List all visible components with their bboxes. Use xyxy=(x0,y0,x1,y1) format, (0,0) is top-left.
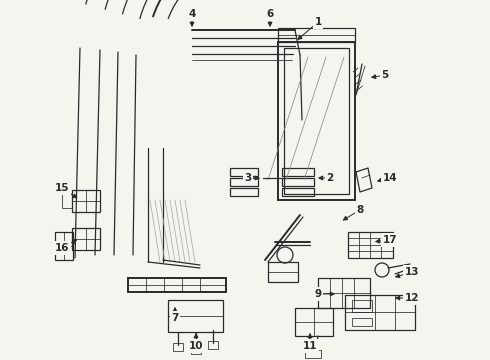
Bar xyxy=(282,188,314,196)
Bar xyxy=(352,318,372,326)
Bar xyxy=(230,168,258,176)
Bar xyxy=(230,188,258,196)
Bar xyxy=(352,300,372,312)
Bar xyxy=(305,350,321,358)
Text: 16: 16 xyxy=(55,243,69,253)
Text: 10: 10 xyxy=(189,341,203,351)
Bar xyxy=(208,341,218,349)
Bar xyxy=(268,262,298,282)
Bar xyxy=(72,228,100,250)
Bar xyxy=(72,190,100,212)
Text: 4: 4 xyxy=(188,9,196,19)
Text: 11: 11 xyxy=(303,341,317,351)
Bar xyxy=(282,178,314,186)
Bar xyxy=(173,343,183,351)
Bar xyxy=(62,194,72,208)
Bar xyxy=(348,232,393,258)
Bar xyxy=(55,232,73,260)
Text: 7: 7 xyxy=(172,313,179,323)
Text: 13: 13 xyxy=(405,267,419,277)
Text: 8: 8 xyxy=(356,205,364,215)
Text: 6: 6 xyxy=(267,9,273,19)
Text: 9: 9 xyxy=(315,289,321,299)
Bar xyxy=(278,42,355,200)
Bar xyxy=(230,178,258,186)
Text: 12: 12 xyxy=(405,293,419,303)
Bar xyxy=(284,48,349,194)
Bar xyxy=(128,278,226,292)
Text: 15: 15 xyxy=(55,183,69,193)
Text: 2: 2 xyxy=(326,173,334,183)
Text: 14: 14 xyxy=(383,173,397,183)
Text: 1: 1 xyxy=(315,17,321,27)
Text: 3: 3 xyxy=(245,173,252,183)
Bar xyxy=(318,278,370,308)
Bar xyxy=(191,346,201,354)
Text: 17: 17 xyxy=(383,235,397,245)
Bar xyxy=(168,300,223,332)
Bar xyxy=(295,308,333,336)
Text: 5: 5 xyxy=(381,70,389,80)
Bar xyxy=(282,168,314,176)
Bar xyxy=(278,28,355,42)
